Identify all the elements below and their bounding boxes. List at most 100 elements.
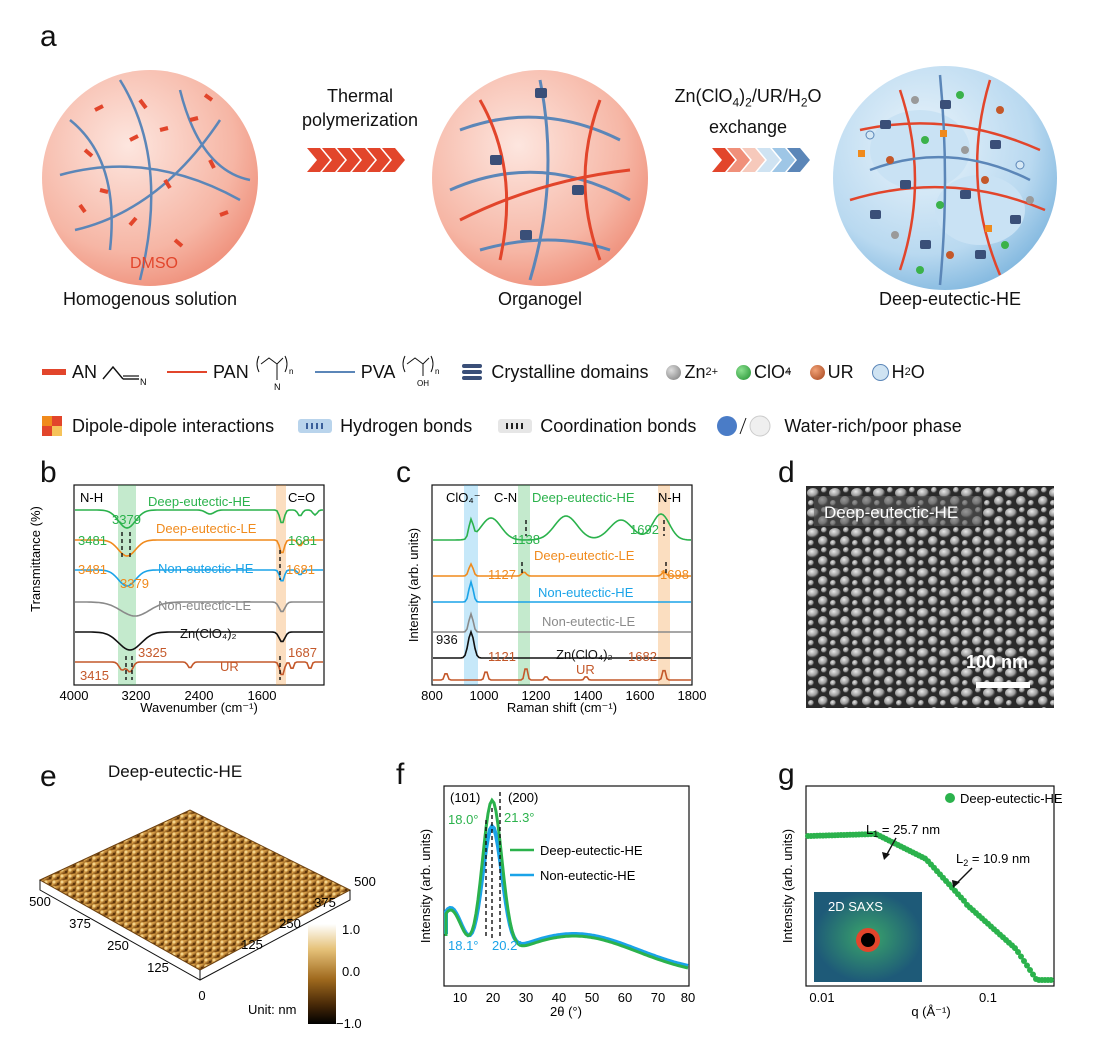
panel-b-label: b bbox=[40, 456, 57, 489]
saxs-data-point bbox=[1027, 967, 1033, 973]
legend-ur: UR bbox=[809, 362, 854, 383]
panel-d-sem-image: Deep-eutectic-HE 100 nm bbox=[806, 486, 1054, 708]
series-label: Deep-eutectic-LE bbox=[156, 521, 257, 536]
xrd-series-line bbox=[444, 797, 689, 970]
legend-row-2: Dipole-dipole interactions Hydrogen bond… bbox=[42, 414, 962, 438]
band-clo4-highlight bbox=[464, 485, 478, 685]
x-tick: 800 bbox=[421, 688, 443, 703]
data-label: 18.0° bbox=[448, 812, 479, 827]
zn-ion-icon bbox=[666, 364, 682, 380]
pan-structure-icon: nN bbox=[256, 355, 293, 392]
x-tick: 1200 bbox=[522, 688, 551, 703]
plot-frame bbox=[431, 484, 693, 686]
data-label: 1681 bbox=[286, 562, 315, 577]
band-co-label: C=O bbox=[288, 490, 315, 505]
data-label: 1681 bbox=[288, 533, 317, 548]
plot-frame bbox=[443, 785, 690, 987]
y-axis-label: Intensity (arb. units) bbox=[406, 528, 421, 642]
deep-eutectic-he-sphere bbox=[833, 66, 1057, 290]
legend-crystal: Crystalline domains bbox=[461, 362, 648, 383]
x-tick: 20 bbox=[486, 990, 500, 1005]
l1-arrow-icon bbox=[885, 837, 897, 857]
axis-tick: 250 bbox=[107, 938, 129, 953]
panel-g-saxs-chart: Deep-eutectic-HE L1 = 25.7 nm L2 = 10.9 … bbox=[780, 785, 1063, 1019]
unit-label: Unit: nm bbox=[248, 1002, 296, 1017]
data-label: 1121 bbox=[488, 649, 516, 664]
l1-label: L1 = 25.7 nm bbox=[866, 822, 940, 839]
legend-marker bbox=[945, 793, 955, 803]
chevron-arrow-exchange-icon bbox=[712, 148, 810, 172]
axis-tick: 500 bbox=[354, 874, 376, 889]
panel-g-label: g bbox=[778, 758, 795, 791]
x-axis-label: q (Å⁻¹) bbox=[911, 1004, 950, 1019]
series-label: UR bbox=[576, 662, 595, 677]
panel-c-label: c bbox=[396, 456, 411, 489]
svg-text:n: n bbox=[289, 367, 293, 376]
x-tick: 2400 bbox=[185, 688, 214, 703]
saxs-data-point bbox=[1021, 958, 1027, 964]
x-tick: 30 bbox=[519, 990, 533, 1005]
axis-tick: 500 bbox=[29, 894, 51, 909]
x-tick: 0.01 bbox=[809, 990, 834, 1005]
raman-series-line bbox=[433, 579, 691, 603]
legend-label: Non-eutectic-HE bbox=[540, 868, 636, 883]
band-clo4-label: ClO₄⁻ bbox=[446, 490, 481, 505]
raman-series-line bbox=[433, 668, 691, 681]
colorbar bbox=[308, 924, 336, 1024]
organogel-label: Organogel bbox=[497, 289, 583, 309]
panel-e-label: e bbox=[40, 760, 57, 793]
x-tick: 60 bbox=[618, 990, 632, 1005]
x-tick: 3200 bbox=[122, 688, 151, 703]
peak-label: (200) bbox=[508, 790, 538, 805]
crystalline-domain-icon bbox=[462, 364, 483, 380]
saxs-data-point bbox=[1030, 971, 1036, 978]
x-tick: 70 bbox=[651, 990, 665, 1005]
data-label: 1692 bbox=[630, 522, 659, 537]
x-axis-label: Wavenumber (cm⁻¹) bbox=[140, 700, 258, 715]
legend-pva: PVA n OH bbox=[314, 352, 444, 392]
l2-arrow-icon bbox=[955, 867, 973, 885]
x-tick: 50 bbox=[585, 990, 599, 1005]
ur-molecule-icon bbox=[809, 364, 825, 380]
dipole-interaction-icon bbox=[42, 416, 62, 436]
saxs-data-point bbox=[1048, 977, 1054, 983]
peak-label: (101) bbox=[450, 790, 480, 805]
pva-structure-icon: n OH bbox=[402, 355, 440, 388]
data-label: 3325 bbox=[138, 645, 167, 660]
ftir-series-line bbox=[75, 631, 323, 651]
axis-tick: 125 bbox=[241, 937, 263, 952]
chevron-arrow-icon bbox=[307, 148, 405, 172]
svg-text:n: n bbox=[435, 367, 439, 376]
saxs-data-point bbox=[1024, 962, 1030, 969]
scale-bar-label: 100 nm bbox=[966, 652, 1028, 672]
h2o-molecule-icon bbox=[871, 363, 889, 381]
x-tick: 1000 bbox=[470, 688, 499, 703]
data-label: 18.1° bbox=[448, 938, 479, 953]
series-label: Deep-eutectic-HE bbox=[148, 494, 251, 509]
homogenous-solution-sphere bbox=[42, 70, 258, 286]
l2-label: L2 = 10.9 nm bbox=[956, 851, 1030, 868]
data-label: 1687 bbox=[288, 645, 317, 660]
saxs-data-point bbox=[1018, 953, 1024, 960]
x-tick: 0.1 bbox=[979, 990, 997, 1005]
ftir-series-line bbox=[75, 509, 324, 529]
data-label: 1138 bbox=[512, 532, 540, 547]
band-cn-label: C-N bbox=[494, 490, 517, 505]
x-tick: 80 bbox=[681, 990, 695, 1005]
band-cn-highlight bbox=[518, 485, 530, 685]
sem-title: Deep-eutectic-HE bbox=[824, 503, 958, 522]
x-tick: 40 bbox=[552, 990, 566, 1005]
band-nh-label: N-H bbox=[658, 490, 681, 505]
x-tick: 1800 bbox=[678, 688, 707, 703]
panel-f-xrd-chart: Intensity (arb. units) 2θ (°) 10 20 30 4… bbox=[418, 785, 695, 1019]
saxs-data-point bbox=[1015, 949, 1021, 955]
panel-f-label: f bbox=[396, 758, 405, 791]
panel-e-afm-surface: 500 375 250 125 0 500 375 250 125 1.0 0.… bbox=[29, 809, 376, 1031]
legend-zn: Zn 2+ bbox=[666, 362, 718, 383]
x-tick: 4000 bbox=[60, 688, 89, 703]
axis-tick: 125 bbox=[147, 960, 169, 975]
panel-c-raman-chart: ClO₄⁻ C-N N-H Intensity (arb. units) Ram… bbox=[406, 484, 707, 715]
